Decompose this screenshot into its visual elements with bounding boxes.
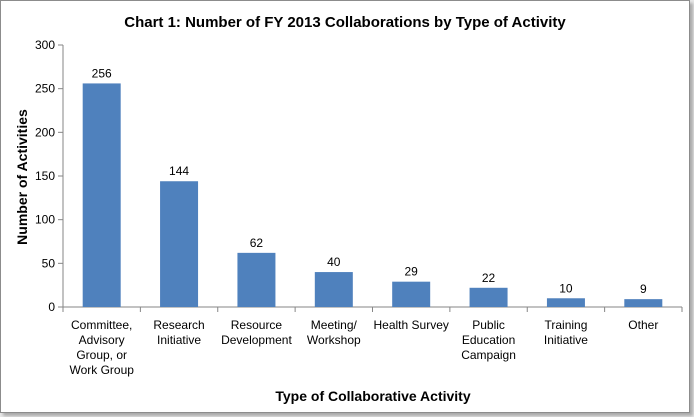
y-tick-label: 0 <box>48 300 55 314</box>
y-tick-label: 200 <box>35 125 55 139</box>
bar <box>546 298 585 307</box>
category-label: Research Initiative <box>153 318 204 347</box>
data-label: 9 <box>640 282 647 296</box>
data-label: 40 <box>327 255 341 269</box>
data-label: 29 <box>405 265 419 279</box>
data-label: 22 <box>482 271 496 285</box>
category-label: Other <box>628 318 658 332</box>
category-label: Public Education Campaign <box>461 318 516 362</box>
data-label: 144 <box>169 164 189 178</box>
data-label: 256 <box>92 66 112 80</box>
bar <box>392 281 431 307</box>
y-tick-label: 250 <box>35 82 55 96</box>
bar <box>237 252 276 307</box>
y-tick-label: 150 <box>35 169 55 183</box>
category-label: Resource Development <box>221 318 292 347</box>
bar <box>314 272 353 307</box>
bar-chart: Chart 1: Number of FY 2013 Collaboration… <box>14 14 683 404</box>
bar <box>469 287 508 307</box>
data-label: 62 <box>250 236 264 250</box>
category-label: Committee, Advisory Group, or Work Group <box>69 318 134 377</box>
y-tick-label: 50 <box>42 256 56 270</box>
y-axis-title: Number of Activities <box>14 109 30 245</box>
x-axis-title: Type of Collaborative Activity <box>275 388 470 404</box>
data-label: 10 <box>559 281 573 295</box>
chart-title: Chart 1: Number of FY 2013 Collaboration… <box>124 14 566 31</box>
bar <box>82 83 121 307</box>
y-tick-label: 300 <box>35 38 55 52</box>
plot-area: 0 50 100 150 200 250 300 256 Committee, Advisory G… <box>35 38 683 377</box>
bar <box>624 299 663 307</box>
category-label: Health Survey <box>374 318 449 332</box>
category-label: Meeting/Workshop <box>307 318 361 347</box>
category-label: Training Initiative <box>544 318 588 347</box>
y-tick-label: 100 <box>35 213 55 227</box>
bar <box>160 181 199 307</box>
